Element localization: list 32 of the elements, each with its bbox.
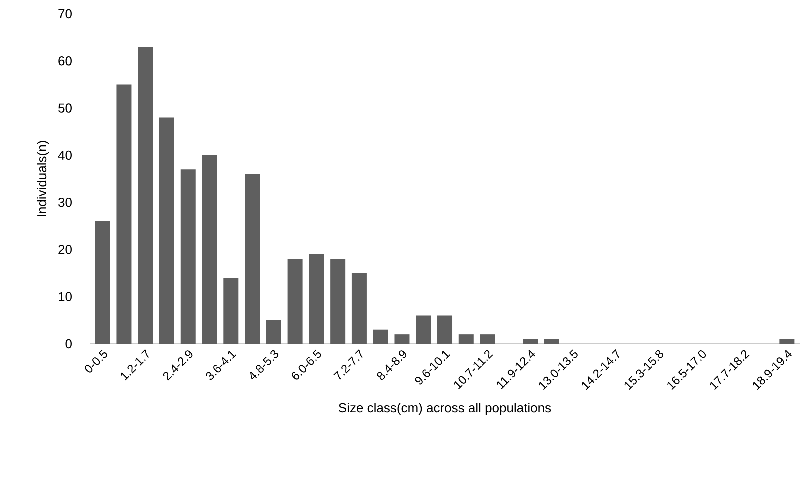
bar	[480, 334, 496, 344]
bar	[180, 170, 196, 344]
bar	[288, 259, 303, 344]
bar	[352, 273, 367, 344]
bar	[544, 339, 560, 344]
bar	[224, 278, 239, 344]
bar	[373, 330, 388, 344]
bar	[523, 339, 538, 344]
bar	[266, 320, 282, 344]
bar	[458, 334, 474, 344]
bar	[202, 155, 218, 344]
x-axis-title: Size class(cm) across all populations	[339, 403, 552, 416]
y-tick-label: 30	[58, 198, 72, 208]
y-tick-label: 70	[58, 9, 72, 19]
y-tick-label: 60	[58, 56, 72, 66]
bar	[309, 254, 324, 344]
bar	[416, 316, 432, 344]
bar	[245, 174, 260, 344]
y-tick-label: 10	[59, 292, 72, 302]
bar	[159, 118, 174, 344]
y-tick-label: 50	[58, 104, 72, 113]
y-tick-label: 20	[58, 245, 72, 254]
y-tick-label: 40	[58, 150, 72, 160]
bar	[95, 221, 110, 344]
bar	[780, 339, 795, 344]
bar	[138, 47, 154, 344]
y-axis-title: Individuals(n)	[37, 141, 50, 216]
y-tick-label: 0	[66, 339, 72, 349]
bar	[116, 84, 132, 344]
bar	[438, 316, 453, 344]
bar	[394, 334, 410, 344]
bar	[330, 259, 346, 344]
